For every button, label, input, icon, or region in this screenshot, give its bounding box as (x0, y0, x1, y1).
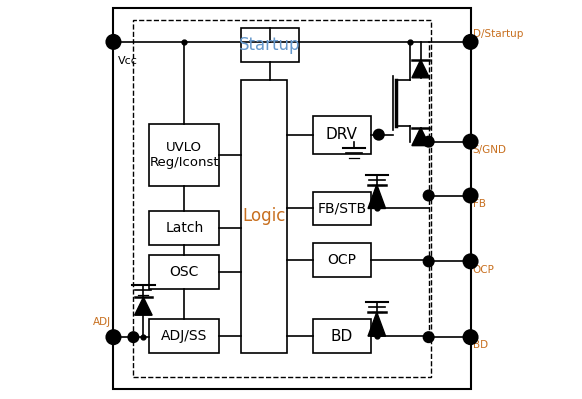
Text: BD: BD (331, 329, 353, 344)
Text: BD: BD (473, 340, 488, 350)
Text: ADJ: ADJ (93, 317, 111, 327)
Text: OCP: OCP (327, 253, 356, 267)
FancyBboxPatch shape (241, 28, 299, 62)
Circle shape (463, 254, 478, 269)
Text: OSC: OSC (169, 265, 199, 279)
Text: Vcc: Vcc (118, 56, 137, 66)
Circle shape (463, 330, 478, 344)
Text: 6: 6 (467, 256, 474, 267)
Circle shape (107, 330, 120, 344)
Text: ADJ/SS: ADJ/SS (161, 329, 207, 343)
FancyBboxPatch shape (241, 80, 287, 353)
FancyBboxPatch shape (113, 8, 471, 389)
FancyBboxPatch shape (150, 211, 219, 245)
Polygon shape (368, 312, 385, 336)
Text: OCP: OCP (473, 265, 495, 275)
Circle shape (463, 35, 478, 49)
Polygon shape (368, 185, 385, 209)
FancyBboxPatch shape (150, 124, 219, 186)
FancyBboxPatch shape (313, 319, 371, 353)
Text: 3: 3 (111, 37, 116, 47)
Circle shape (424, 256, 434, 267)
Text: Startup: Startup (239, 36, 301, 54)
Circle shape (424, 136, 434, 147)
Text: DRV: DRV (326, 127, 358, 142)
Text: Latch: Latch (165, 221, 203, 235)
FancyBboxPatch shape (313, 243, 371, 277)
Text: 2: 2 (467, 136, 474, 147)
Text: 4: 4 (467, 190, 474, 201)
Polygon shape (412, 128, 430, 146)
FancyBboxPatch shape (313, 192, 371, 225)
Text: UVLO
Reg/Iconst: UVLO Reg/Iconst (150, 140, 219, 169)
Circle shape (463, 188, 478, 203)
Circle shape (463, 134, 478, 149)
Text: 7: 7 (111, 332, 116, 342)
Circle shape (374, 129, 384, 140)
Text: S/GND: S/GND (473, 145, 506, 155)
Polygon shape (134, 297, 152, 315)
FancyBboxPatch shape (150, 255, 219, 289)
Text: Logic: Logic (242, 207, 286, 225)
Polygon shape (412, 60, 430, 78)
Circle shape (424, 332, 434, 342)
Text: FB/STB: FB/STB (317, 201, 367, 215)
FancyBboxPatch shape (150, 319, 219, 353)
FancyBboxPatch shape (313, 116, 371, 154)
Text: FB: FB (473, 199, 485, 209)
Text: 1: 1 (467, 37, 474, 47)
Text: D/Startup: D/Startup (473, 29, 523, 39)
Circle shape (128, 332, 139, 342)
Circle shape (107, 35, 120, 49)
Circle shape (424, 190, 434, 201)
Text: 5: 5 (467, 332, 474, 342)
